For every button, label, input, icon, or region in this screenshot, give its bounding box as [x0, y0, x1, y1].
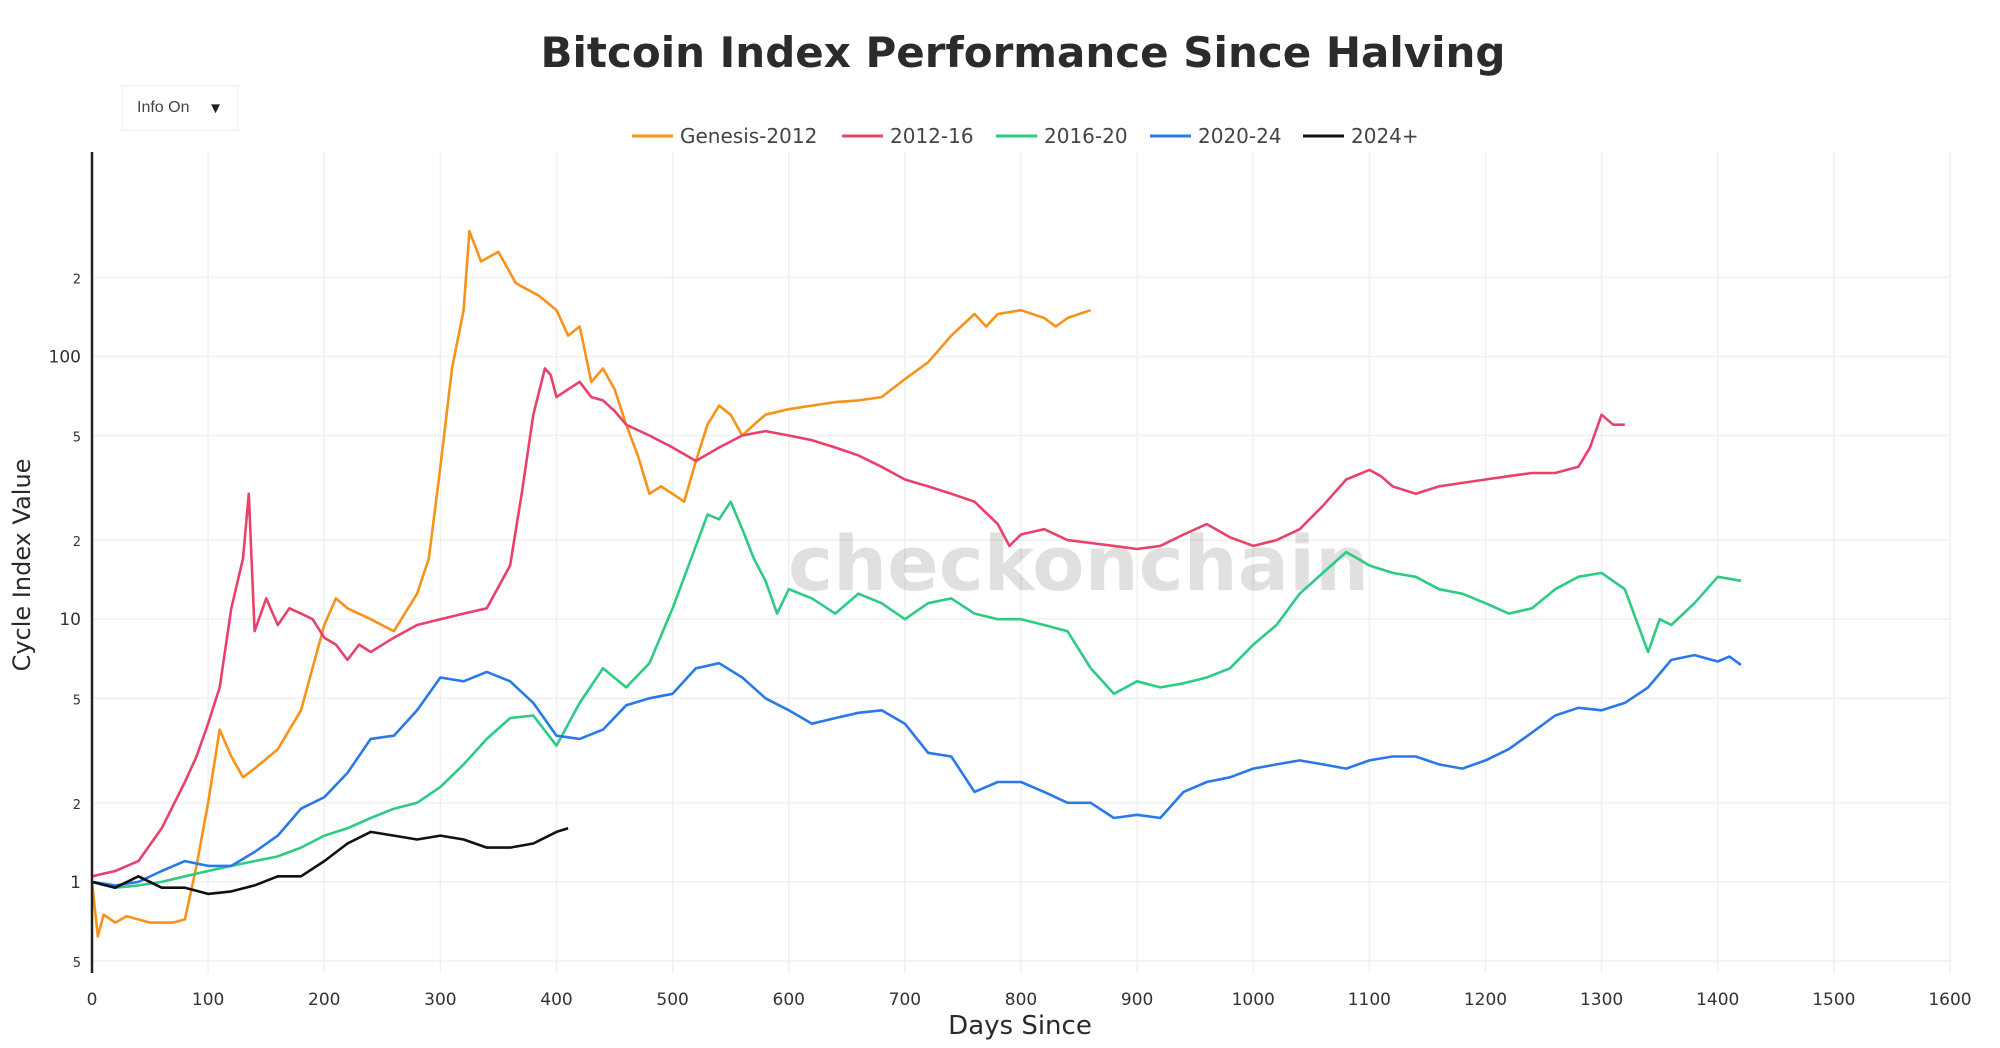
series-line-1 [91, 367, 1625, 878]
x-tick-label: 1200 [1464, 990, 1507, 1010]
x-tick-label: 700 [889, 990, 921, 1010]
y-tick-label: 5 [73, 956, 81, 971]
x-tick-label: 600 [773, 990, 805, 1010]
y-tick-label: 5 [73, 431, 81, 446]
y-tick-label: 1 [70, 873, 81, 893]
x-tick-label: 200 [308, 990, 340, 1010]
y-axis-label: Cycle Index Value [8, 459, 36, 672]
x-tick-label: 1500 [1812, 990, 1855, 1010]
chart-title: Bitcoin Index Performance Since Halving [540, 28, 1506, 77]
legend-label: Genesis-2012 [680, 124, 817, 148]
series-line-0 [90, 229, 1092, 938]
y-tick-label: 2 [73, 798, 81, 813]
x-tick-label: 800 [1005, 990, 1037, 1010]
y-tick-label: 100 [49, 347, 81, 367]
x-tick-label: 500 [656, 990, 688, 1010]
info-toggle-label: Info On [137, 99, 190, 116]
y-tick-label: 5 [73, 693, 81, 708]
y-axis-ticks: 5 1 2 5 10 2 5 100 2 [49, 272, 81, 971]
x-tick-label: 400 [540, 990, 572, 1010]
legend-label: 2020-24 [1198, 124, 1282, 148]
x-tick-label: 1400 [1696, 990, 1739, 1010]
series-lines [90, 229, 1742, 938]
x-tick-label: 1600 [1928, 990, 1971, 1010]
x-tick-label: 900 [1121, 990, 1153, 1010]
x-axis-ticks: 0 100 200 300 400 500 600 700 800 900 1000 1100 1200… [87, 990, 1972, 1010]
x-tick-label: 0 [87, 990, 98, 1010]
y-tick-label: 10 [59, 610, 81, 630]
legend-label: 2024+ [1351, 124, 1419, 148]
watermark-text: checkonchain [788, 519, 1369, 608]
info-toggle-dropdown[interactable]: Info On ▼ [122, 85, 238, 131]
legend: Genesis-2012 2012-16 2016-20 2020-24 2024+ [632, 124, 1419, 148]
x-axis-label: Days Since [948, 1011, 1092, 1041]
x-tick-label: 1000 [1232, 990, 1275, 1010]
y-tick-label: 2 [73, 272, 81, 287]
legend-label: 2016-20 [1044, 124, 1128, 148]
x-tick-label: 1100 [1348, 990, 1391, 1010]
series-line-4 [91, 827, 569, 896]
caret-down-icon: ▼ [208, 99, 223, 117]
y-tick-label: 2 [73, 535, 81, 550]
watermark: checkonchain [788, 519, 1369, 608]
legend-label: 2012-16 [890, 124, 974, 148]
series-line-3 [91, 653, 1742, 887]
x-tick-label: 1300 [1580, 990, 1623, 1010]
x-tick-label: 100 [192, 990, 224, 1010]
series-line-2 [91, 500, 1742, 889]
x-tick-label: 300 [424, 990, 456, 1010]
